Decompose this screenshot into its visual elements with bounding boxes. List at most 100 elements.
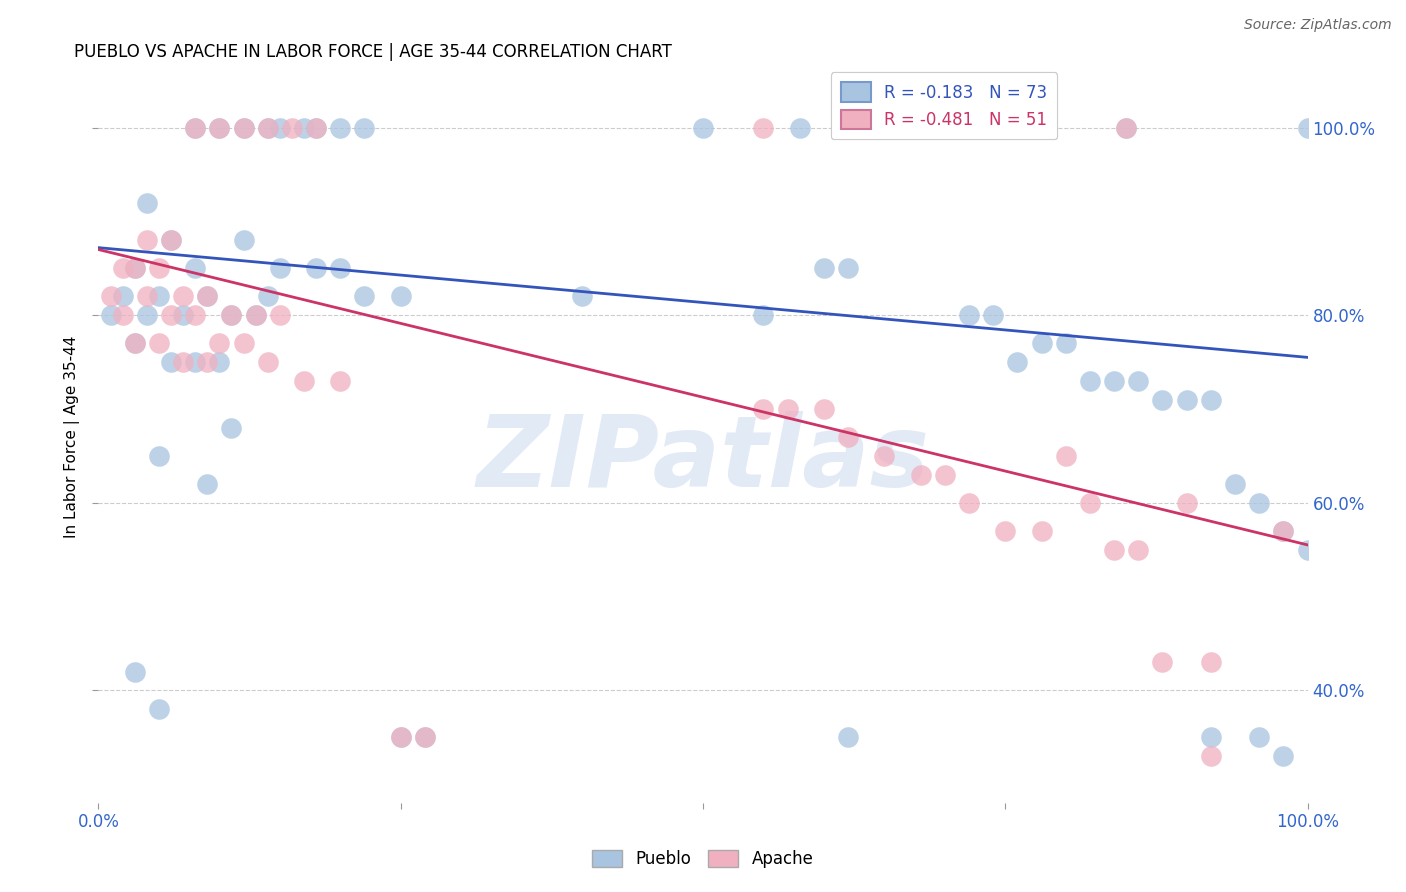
Point [957, 308, 980, 322]
Point [1007, 355, 1029, 369]
Point [389, 730, 412, 744]
Point [135, 195, 157, 210]
Point [1115, 120, 1137, 135]
Point [124, 336, 146, 351]
Point [208, 355, 231, 369]
Point [1223, 477, 1246, 491]
Point [1031, 524, 1053, 538]
Text: PUEBLO VS APACHE IN LABOR FORCE | AGE 35-44 CORRELATION CHART: PUEBLO VS APACHE IN LABOR FORCE | AGE 35… [75, 44, 672, 62]
Point [111, 289, 134, 303]
Point [160, 233, 183, 247]
Point [195, 289, 218, 303]
Point [1175, 496, 1198, 510]
Point [776, 401, 799, 416]
Point [195, 289, 218, 303]
Point [353, 120, 375, 135]
Point [305, 120, 328, 135]
Point [1102, 542, 1125, 557]
Point [148, 336, 170, 351]
Point [135, 233, 157, 247]
Point [1199, 748, 1222, 763]
Point [135, 289, 157, 303]
Point [1152, 655, 1174, 669]
Point [172, 289, 194, 303]
Point [1054, 336, 1077, 351]
Point [245, 308, 267, 322]
Point [195, 355, 218, 369]
Point [184, 120, 207, 135]
Point [256, 355, 278, 369]
Point [1128, 542, 1150, 557]
Point [1272, 524, 1295, 538]
Text: ZIPatlas: ZIPatlas [477, 410, 929, 508]
Point [692, 120, 714, 135]
Point [389, 289, 412, 303]
Point [160, 233, 183, 247]
Point [1199, 655, 1222, 669]
Point [269, 308, 291, 322]
Point [1249, 730, 1271, 744]
Point [1296, 542, 1319, 557]
Point [413, 730, 436, 744]
Point [148, 261, 170, 276]
Point [148, 289, 170, 303]
Point [353, 289, 375, 303]
Point [329, 120, 352, 135]
Point [184, 308, 207, 322]
Point [124, 665, 146, 679]
Point [837, 730, 859, 744]
Point [1054, 449, 1077, 463]
Y-axis label: In Labor Force | Age 35-44: In Labor Force | Age 35-44 [63, 336, 80, 538]
Point [934, 120, 956, 135]
Point [1115, 120, 1137, 135]
Point [813, 261, 835, 276]
Point [292, 374, 315, 388]
Point [124, 261, 146, 276]
Text: Source: ZipAtlas.com: Source: ZipAtlas.com [1244, 18, 1392, 32]
Point [1128, 374, 1150, 388]
Point [135, 308, 157, 322]
Point [1249, 496, 1271, 510]
Point [184, 120, 207, 135]
Point [111, 261, 134, 276]
Point [148, 702, 170, 716]
Point [221, 308, 243, 322]
Point [1152, 392, 1174, 407]
Point [389, 730, 412, 744]
Point [281, 120, 304, 135]
Point [256, 120, 278, 135]
Point [329, 374, 352, 388]
Point [184, 355, 207, 369]
Point [837, 430, 859, 444]
Point [172, 308, 194, 322]
Point [1078, 374, 1101, 388]
Point [752, 308, 775, 322]
Point [837, 261, 859, 276]
Point [910, 467, 932, 482]
Legend: Pueblo, Apache: Pueblo, Apache [586, 843, 820, 875]
Point [1199, 392, 1222, 407]
Point [111, 308, 134, 322]
Point [292, 120, 315, 135]
Point [910, 120, 932, 135]
Point [256, 289, 278, 303]
Point [195, 477, 218, 491]
Point [124, 336, 146, 351]
Point [571, 289, 593, 303]
Point [1031, 336, 1053, 351]
Point [221, 308, 243, 322]
Point [1102, 374, 1125, 388]
Point [789, 120, 811, 135]
Point [232, 120, 254, 135]
Point [232, 120, 254, 135]
Point [256, 120, 278, 135]
Point [232, 336, 254, 351]
Point [981, 308, 1004, 322]
Point [269, 120, 291, 135]
Point [1175, 392, 1198, 407]
Point [873, 449, 896, 463]
Point [957, 496, 980, 510]
Point [208, 120, 231, 135]
Point [269, 261, 291, 276]
Point [994, 524, 1017, 538]
